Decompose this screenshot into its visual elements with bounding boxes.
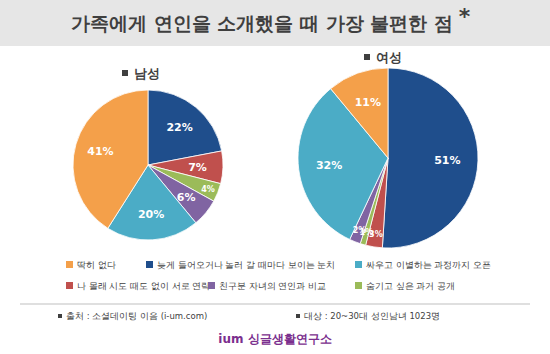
pie-slice xyxy=(382,68,478,248)
data-label: 7% xyxy=(188,161,207,174)
pie-0: 남성 xyxy=(73,66,223,240)
legend-swatch xyxy=(355,282,362,289)
data-label: 51% xyxy=(434,154,460,167)
footer-bullet xyxy=(296,314,300,318)
data-label: 22% xyxy=(166,121,192,134)
legend-label: 나 몰래 시도 때도 없이 서로 연락 xyxy=(77,281,210,291)
title: 가족에게 연인을 소개했을 때 가장 불편한 점 xyxy=(71,12,453,34)
legend-label: 딱히 없다 xyxy=(77,260,116,270)
footer-bullet xyxy=(58,314,62,318)
data-label: 32% xyxy=(316,159,342,172)
data-label: 2% xyxy=(353,226,367,235)
legend-label: 늦게 들어오거나 놀러 갈 때마다 보이는 눈치 xyxy=(157,260,335,270)
data-label: 4% xyxy=(201,185,215,194)
data-label: 11% xyxy=(355,96,381,109)
chart-root: 가족에게 연인을 소개했을 때 가장 불편한 점 * 남성 22% 7% 4% 6% 20% 4… xyxy=(0,0,550,354)
data-label: 41% xyxy=(87,145,113,158)
data-label: 6% xyxy=(177,191,196,204)
legend-swatch xyxy=(66,261,73,268)
pie-title: 남성 xyxy=(134,66,160,81)
divider xyxy=(20,304,530,305)
source: 출처 : 소셜데이팅 이음 (i-um.com) xyxy=(66,311,207,321)
legend-swatch xyxy=(355,261,362,268)
subtitle-bullet xyxy=(364,54,370,60)
legend-swatch xyxy=(66,282,73,289)
title-mark: * xyxy=(459,4,471,29)
target: 대상 : 20~30대 성인남녀 1023명 xyxy=(304,311,440,321)
pie-1: 여성 xyxy=(298,50,478,248)
legend-label: 숨기고 싶은 과거 공개 xyxy=(366,281,455,291)
pie-title: 여성 xyxy=(376,50,402,65)
pie-slice xyxy=(73,90,148,228)
legend-swatch xyxy=(208,282,215,289)
title-band xyxy=(0,0,550,46)
subtitle-bullet xyxy=(122,70,128,76)
legend-swatch xyxy=(146,261,153,268)
legend-label: 싸우고 이별하는 과정까지 오픈 xyxy=(366,260,491,270)
legend: 딱히 없다 늦게 들어오거나 놀러 갈 때마다 보이는 눈치 싸우고 이별하는 과정… xyxy=(66,260,491,291)
brand: ium 싱글생활연구소 xyxy=(218,332,331,346)
data-label: 20% xyxy=(138,208,164,221)
legend-label: 친구분 자녀의 연인과 비교 xyxy=(219,281,326,291)
pie-slice xyxy=(331,68,388,158)
chart-svg: 가족에게 연인을 소개했을 때 가장 불편한 점 * 남성 22% 7% 4% 6% 20% 4… xyxy=(0,0,550,354)
